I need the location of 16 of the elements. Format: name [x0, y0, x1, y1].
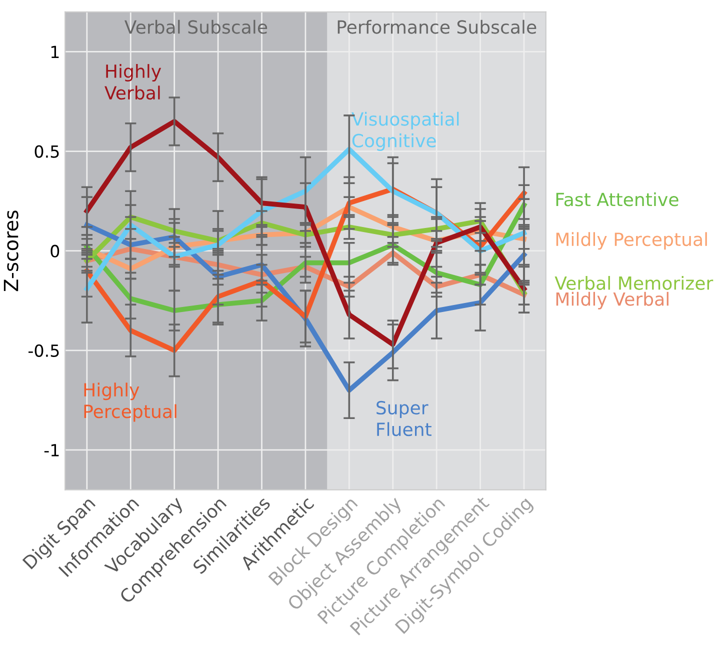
y-tick-label: 0 — [50, 244, 60, 258]
series-label: Visuospatial Cognitive — [352, 112, 459, 151]
y-tick-label: -1 — [44, 444, 59, 456]
y-tick-label: -0.5 — [28, 344, 59, 357]
series-label: Verbal Memorizer — [554, 276, 714, 290]
band-label: Performance Subscale — [338, 20, 536, 34]
y-axis-title: Z-scores — [4, 210, 18, 292]
series-label: Highly Verbal — [104, 64, 162, 100]
band-label: Verbal Subscale — [124, 20, 268, 34]
series-label: Mildly Perceptual — [556, 232, 707, 250]
y-tick-label: 0.5 — [34, 145, 59, 158]
series-label: Mildly Verbal — [556, 292, 668, 310]
y-tick-label: 1 — [51, 46, 59, 58]
series-label: Fast Attentive — [556, 192, 678, 206]
series-label: Highly Perceptual — [84, 382, 176, 422]
series-label: Super Fluent — [376, 400, 432, 436]
